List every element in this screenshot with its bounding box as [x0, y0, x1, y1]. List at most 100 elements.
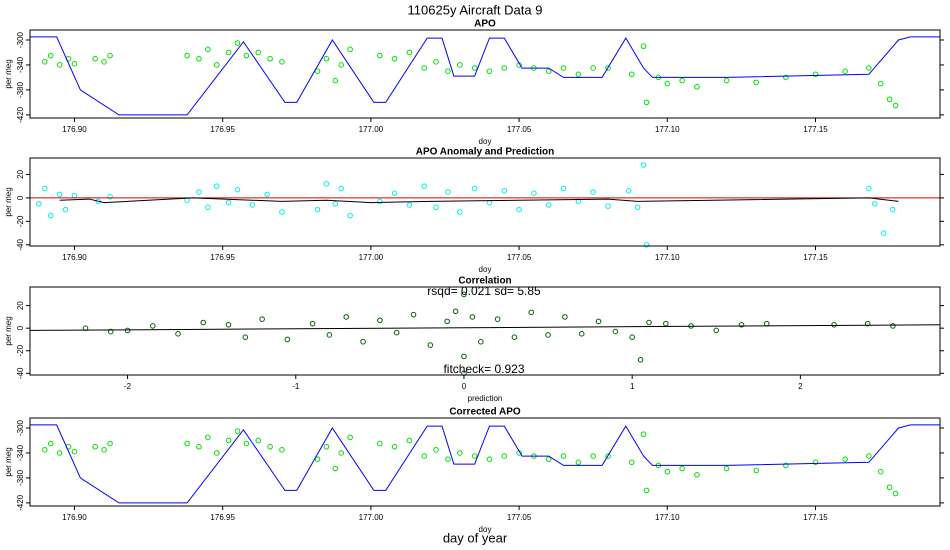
- point: [234, 40, 241, 46]
- point: [783, 462, 789, 469]
- point: [628, 459, 635, 466]
- point: [461, 353, 467, 360]
- panel-title: APO Anomaly and Prediction: [416, 147, 555, 158]
- point: [831, 321, 837, 328]
- point: [175, 331, 181, 337]
- x-tick-label: 177.15: [803, 513, 828, 522]
- y-axis-title: per meg: [4, 59, 13, 88]
- point: [347, 212, 353, 219]
- annotation: fitcheck= 0.923: [443, 362, 524, 376]
- point: [376, 440, 383, 447]
- point: [377, 317, 383, 324]
- point: [255, 437, 262, 444]
- point: [196, 55, 202, 62]
- y-tick-label: 20: [16, 301, 25, 310]
- point: [461, 291, 467, 298]
- point: [612, 328, 619, 335]
- y-tick-label: 20: [16, 169, 25, 178]
- y-tick-label: -20: [16, 344, 25, 356]
- point: [200, 319, 207, 326]
- point: [393, 329, 400, 336]
- point: [694, 471, 700, 478]
- point: [640, 431, 647, 438]
- x-tick-label: 177.15: [803, 253, 828, 262]
- point: [406, 49, 413, 56]
- point: [205, 204, 211, 211]
- point: [225, 437, 232, 444]
- point: [877, 80, 884, 87]
- x-axis-title: doy: [479, 137, 492, 146]
- point: [545, 202, 552, 208]
- point: [578, 331, 585, 337]
- point: [445, 68, 451, 74]
- x-tick-label: 177.00: [359, 253, 384, 262]
- plot-frame: [29, 286, 941, 376]
- point: [560, 185, 567, 192]
- point: [338, 62, 345, 68]
- point: [36, 200, 42, 207]
- x-tick-label: 177.15: [803, 125, 828, 134]
- point: [107, 440, 113, 447]
- x-axis-title: doy: [479, 265, 492, 274]
- y-tick-label: -300: [16, 419, 25, 436]
- point: [866, 185, 872, 192]
- point: [101, 59, 107, 65]
- point: [452, 308, 459, 315]
- point: [101, 447, 107, 453]
- point: [562, 314, 568, 320]
- point: [284, 336, 291, 343]
- point: [445, 189, 451, 195]
- point: [511, 334, 518, 341]
- point: [249, 202, 256, 208]
- point: [391, 190, 398, 196]
- point: [889, 206, 896, 213]
- point: [433, 59, 439, 65]
- point: [184, 440, 190, 447]
- point: [71, 192, 78, 199]
- point: [842, 68, 848, 74]
- series-line: [30, 36, 940, 116]
- point: [267, 55, 273, 62]
- point: [107, 328, 114, 335]
- point: [323, 181, 330, 187]
- point: [47, 212, 54, 219]
- point: [332, 200, 339, 207]
- point: [42, 185, 48, 192]
- plot-frame: [29, 417, 941, 507]
- point: [634, 204, 641, 211]
- point: [605, 203, 611, 209]
- point: [213, 183, 220, 189]
- point: [471, 65, 478, 71]
- point: [323, 443, 330, 450]
- point: [501, 188, 508, 194]
- point: [679, 77, 685, 84]
- y-tick-label: -20: [16, 215, 25, 227]
- point: [225, 49, 232, 56]
- point: [646, 319, 652, 326]
- panel-title: APO: [474, 19, 496, 30]
- point: [457, 62, 463, 68]
- point: [445, 456, 451, 462]
- point: [812, 459, 819, 466]
- point: [560, 453, 567, 459]
- point: [637, 356, 644, 363]
- point: [640, 43, 647, 50]
- x-tick-label: 0: [462, 382, 467, 391]
- x-tick-label: 176.90: [62, 253, 87, 262]
- point: [738, 321, 745, 328]
- point: [545, 456, 552, 462]
- point: [886, 96, 893, 103]
- point: [605, 453, 611, 459]
- point: [184, 52, 190, 59]
- point: [309, 320, 316, 327]
- y-tick-label: -40: [16, 238, 25, 250]
- point: [694, 83, 700, 90]
- point: [326, 332, 333, 338]
- point: [332, 465, 339, 472]
- point: [71, 60, 78, 67]
- point: [107, 193, 113, 200]
- point: [433, 204, 439, 211]
- point: [433, 447, 439, 453]
- point: [406, 202, 413, 208]
- point: [643, 99, 650, 106]
